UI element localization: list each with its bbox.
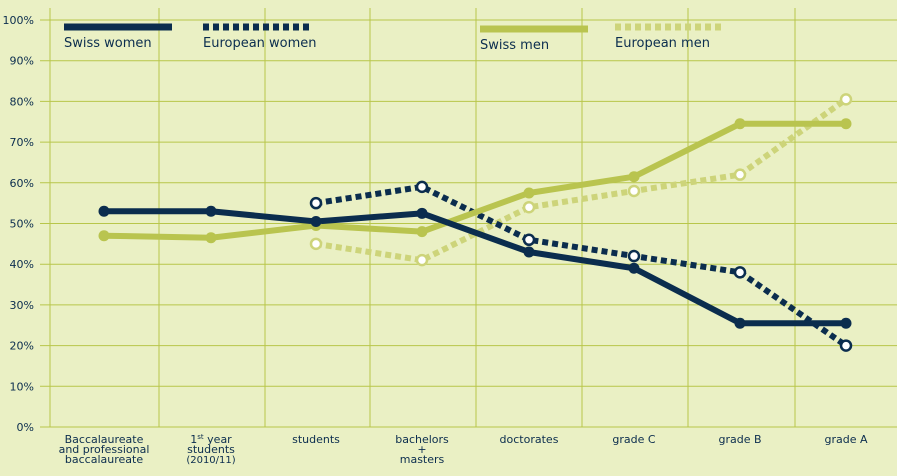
y-tick-label: 30%	[10, 299, 34, 312]
x-tick-label-line: +	[417, 443, 426, 456]
series-line-swiss-women	[104, 208, 846, 327]
data-point	[627, 184, 641, 198]
x-tick-label-line: baccalaureate	[65, 453, 143, 466]
legend-label: European men	[615, 36, 710, 51]
y-tick-label: 0%	[17, 421, 34, 434]
x-tick-label-line: masters	[400, 453, 445, 466]
x-tick-label-line: bachelors	[395, 433, 449, 446]
x-tick-label: 1st year students (2010/11)	[186, 433, 235, 466]
data-point	[522, 233, 536, 247]
x-tick-label: students	[292, 433, 340, 446]
x-tick-label: Baccalaureate and professional baccalaurea…	[59, 433, 150, 466]
y-tick-label: 100%	[3, 14, 34, 27]
series-line-swiss-men	[103, 120, 846, 241]
x-tick-label-line: grade B	[718, 433, 761, 446]
data-point	[205, 205, 217, 217]
legend-label: European women	[203, 36, 317, 51]
data-point	[416, 226, 428, 238]
data-point	[628, 171, 640, 183]
x-tick-label-line: (2010/11)	[186, 455, 235, 466]
x-tick-label: doctorates	[500, 433, 559, 446]
x-tick-label: grade A	[824, 433, 867, 446]
data-point	[205, 232, 217, 244]
data-point	[839, 339, 853, 352]
y-tick-label: 50%	[10, 218, 34, 231]
x-tick-label-line: students	[187, 443, 235, 456]
y-tick-label: 40%	[10, 258, 34, 271]
data-point	[98, 205, 110, 217]
y-tick-label: 80%	[10, 95, 34, 108]
data-point	[523, 187, 535, 199]
data-point	[734, 317, 746, 329]
data-point	[840, 317, 852, 329]
x-tick-label: grade C	[612, 433, 655, 446]
data-point	[627, 249, 641, 263]
data-point	[309, 237, 323, 251]
x-tick-label-line: grade A	[824, 433, 867, 446]
data-point	[523, 246, 535, 258]
legend: Swiss women European women Swiss men Europe…	[64, 23, 722, 53]
series-line-european-men	[315, 96, 848, 264]
x-tick-label: bachelors + masters	[395, 433, 449, 466]
data-point	[98, 230, 110, 242]
legend-label: Swiss women	[64, 36, 152, 51]
data-point	[522, 200, 536, 214]
y-tick-label: 70%	[10, 136, 34, 149]
axes: 0% 10% 20% 30% 40% 50% 60% 70% 80% 90% 100% Baccala…	[3, 14, 868, 466]
x-tick-label: grade B	[718, 433, 761, 446]
x-tick-label-line: and professional	[59, 443, 150, 456]
data-point	[309, 196, 323, 210]
y-tick-label: 10%	[10, 380, 34, 393]
data-point	[734, 118, 746, 130]
data-point	[415, 253, 429, 267]
x-tick-label-line: Baccalaureate	[65, 433, 144, 446]
data-point	[839, 93, 853, 106]
x-tick-label-line: students	[292, 433, 340, 446]
x-tick-label-line: grade C	[612, 433, 655, 446]
x-tick-label-line: 1st year	[190, 433, 232, 446]
data-point	[416, 207, 428, 219]
y-tick-label: 90%	[10, 55, 34, 68]
data-point	[310, 215, 322, 227]
data-point	[415, 180, 429, 194]
series-line-european-women	[315, 183, 848, 349]
data-point	[733, 266, 747, 279]
data-point	[840, 118, 852, 130]
x-tick-label-line: doctorates	[500, 433, 559, 446]
series	[98, 93, 853, 352]
y-tick-label: 20%	[10, 340, 34, 353]
data-point	[733, 168, 747, 181]
y-tick-label: 60%	[10, 177, 34, 190]
data-point	[628, 262, 640, 274]
legend-label: Swiss men	[480, 38, 549, 53]
